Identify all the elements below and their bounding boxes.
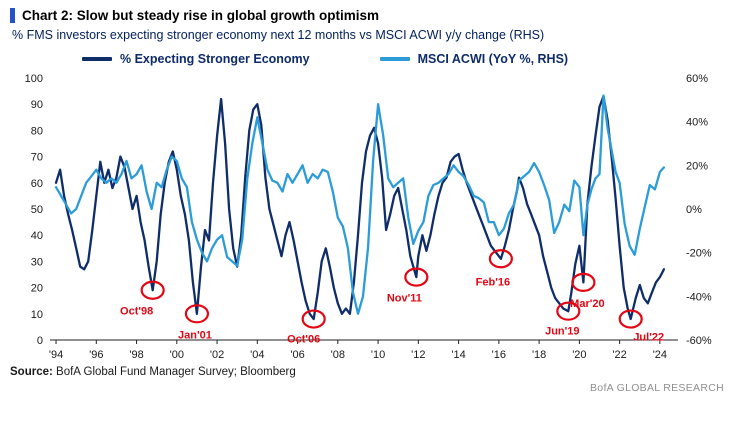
svg-text:60: 60 <box>31 178 43 190</box>
svg-text:'20: '20 <box>572 349 586 361</box>
chart-legend: % Expecting Stronger Economy MSCI ACWI (… <box>82 52 728 66</box>
svg-text:Jan'01: Jan'01 <box>178 329 212 341</box>
svg-text:90: 90 <box>31 99 43 111</box>
svg-text:Oct'06: Oct'06 <box>287 334 320 346</box>
svg-text:Jun'19: Jun'19 <box>545 326 579 338</box>
legend-item-expecting-stronger-economy: % Expecting Stronger Economy <box>82 52 310 66</box>
accent-bar <box>10 8 15 23</box>
svg-text:Feb'16: Feb'16 <box>476 276 510 288</box>
svg-text:Mar'20: Mar'20 <box>570 298 604 310</box>
svg-text:0: 0 <box>37 335 43 347</box>
svg-text:0%: 0% <box>686 204 702 216</box>
svg-text:'02: '02 <box>210 349 224 361</box>
svg-text:'16: '16 <box>492 349 506 361</box>
chart-svg: 0 10 20 30 40 50 60 70 80 90 100 -60% -40% -20% 0% 20% 4… <box>25 73 712 361</box>
chart-subtitle: % FMS investors expecting stronger econo… <box>12 28 545 42</box>
navy-line-swatch <box>82 57 112 61</box>
svg-text:100: 100 <box>25 73 43 85</box>
svg-text:'10: '10 <box>371 349 385 361</box>
svg-text:'94: '94 <box>49 349 63 361</box>
brand-mark: BofA GLOBAL RESEARCH <box>590 382 724 394</box>
svg-text:40: 40 <box>31 230 43 242</box>
svg-text:50: 50 <box>31 204 43 216</box>
svg-text:-20%: -20% <box>686 248 712 260</box>
svg-text:Oct'98: Oct'98 <box>120 306 153 318</box>
svg-text:'06: '06 <box>290 349 304 361</box>
svg-text:80: 80 <box>31 125 43 137</box>
source-text: BofA Global Fund Manager Survey; Bloombe… <box>52 366 296 378</box>
source-note: Source: BofA Global Fund Manager Survey;… <box>10 366 728 378</box>
svg-text:20%: 20% <box>686 160 708 172</box>
legend-label: MSCI ACWI (YoY %, RHS) <box>417 52 569 66</box>
svg-text:'04: '04 <box>250 349 264 361</box>
svg-text:20: 20 <box>31 283 43 295</box>
svg-text:30: 30 <box>31 256 43 268</box>
svg-text:'18: '18 <box>532 349 546 361</box>
svg-text:Jul'22: Jul'22 <box>633 332 664 344</box>
legend-item-msci-acwi: MSCI ACWI (YoY %, RHS) <box>379 52 569 66</box>
svg-text:'00: '00 <box>170 349 184 361</box>
svg-text:Nov'11: Nov'11 <box>387 293 422 305</box>
svg-text:-60%: -60% <box>686 335 712 347</box>
svg-text:'96: '96 <box>89 349 103 361</box>
svg-text:'08: '08 <box>331 349 345 361</box>
source-label: Source: <box>10 366 53 378</box>
legend-label: % Expecting Stronger Economy <box>120 52 310 66</box>
svg-text:'14: '14 <box>451 349 465 361</box>
blue-line-swatch <box>379 57 410 61</box>
svg-text:'98: '98 <box>129 349 143 361</box>
svg-text:40%: 40% <box>686 117 708 129</box>
svg-text:60%: 60% <box>686 73 708 85</box>
svg-text:10: 10 <box>31 309 43 321</box>
svg-text:'24: '24 <box>653 349 667 361</box>
page-title: Chart 2: Slow but steady rise in global … <box>22 8 380 23</box>
svg-text:70: 70 <box>31 152 43 164</box>
svg-text:'12: '12 <box>411 349 425 361</box>
svg-text:'22: '22 <box>612 349 626 361</box>
chart-header: Chart 2: Slow but steady rise in global … <box>10 8 728 23</box>
svg-text:-40%: -40% <box>686 291 712 303</box>
